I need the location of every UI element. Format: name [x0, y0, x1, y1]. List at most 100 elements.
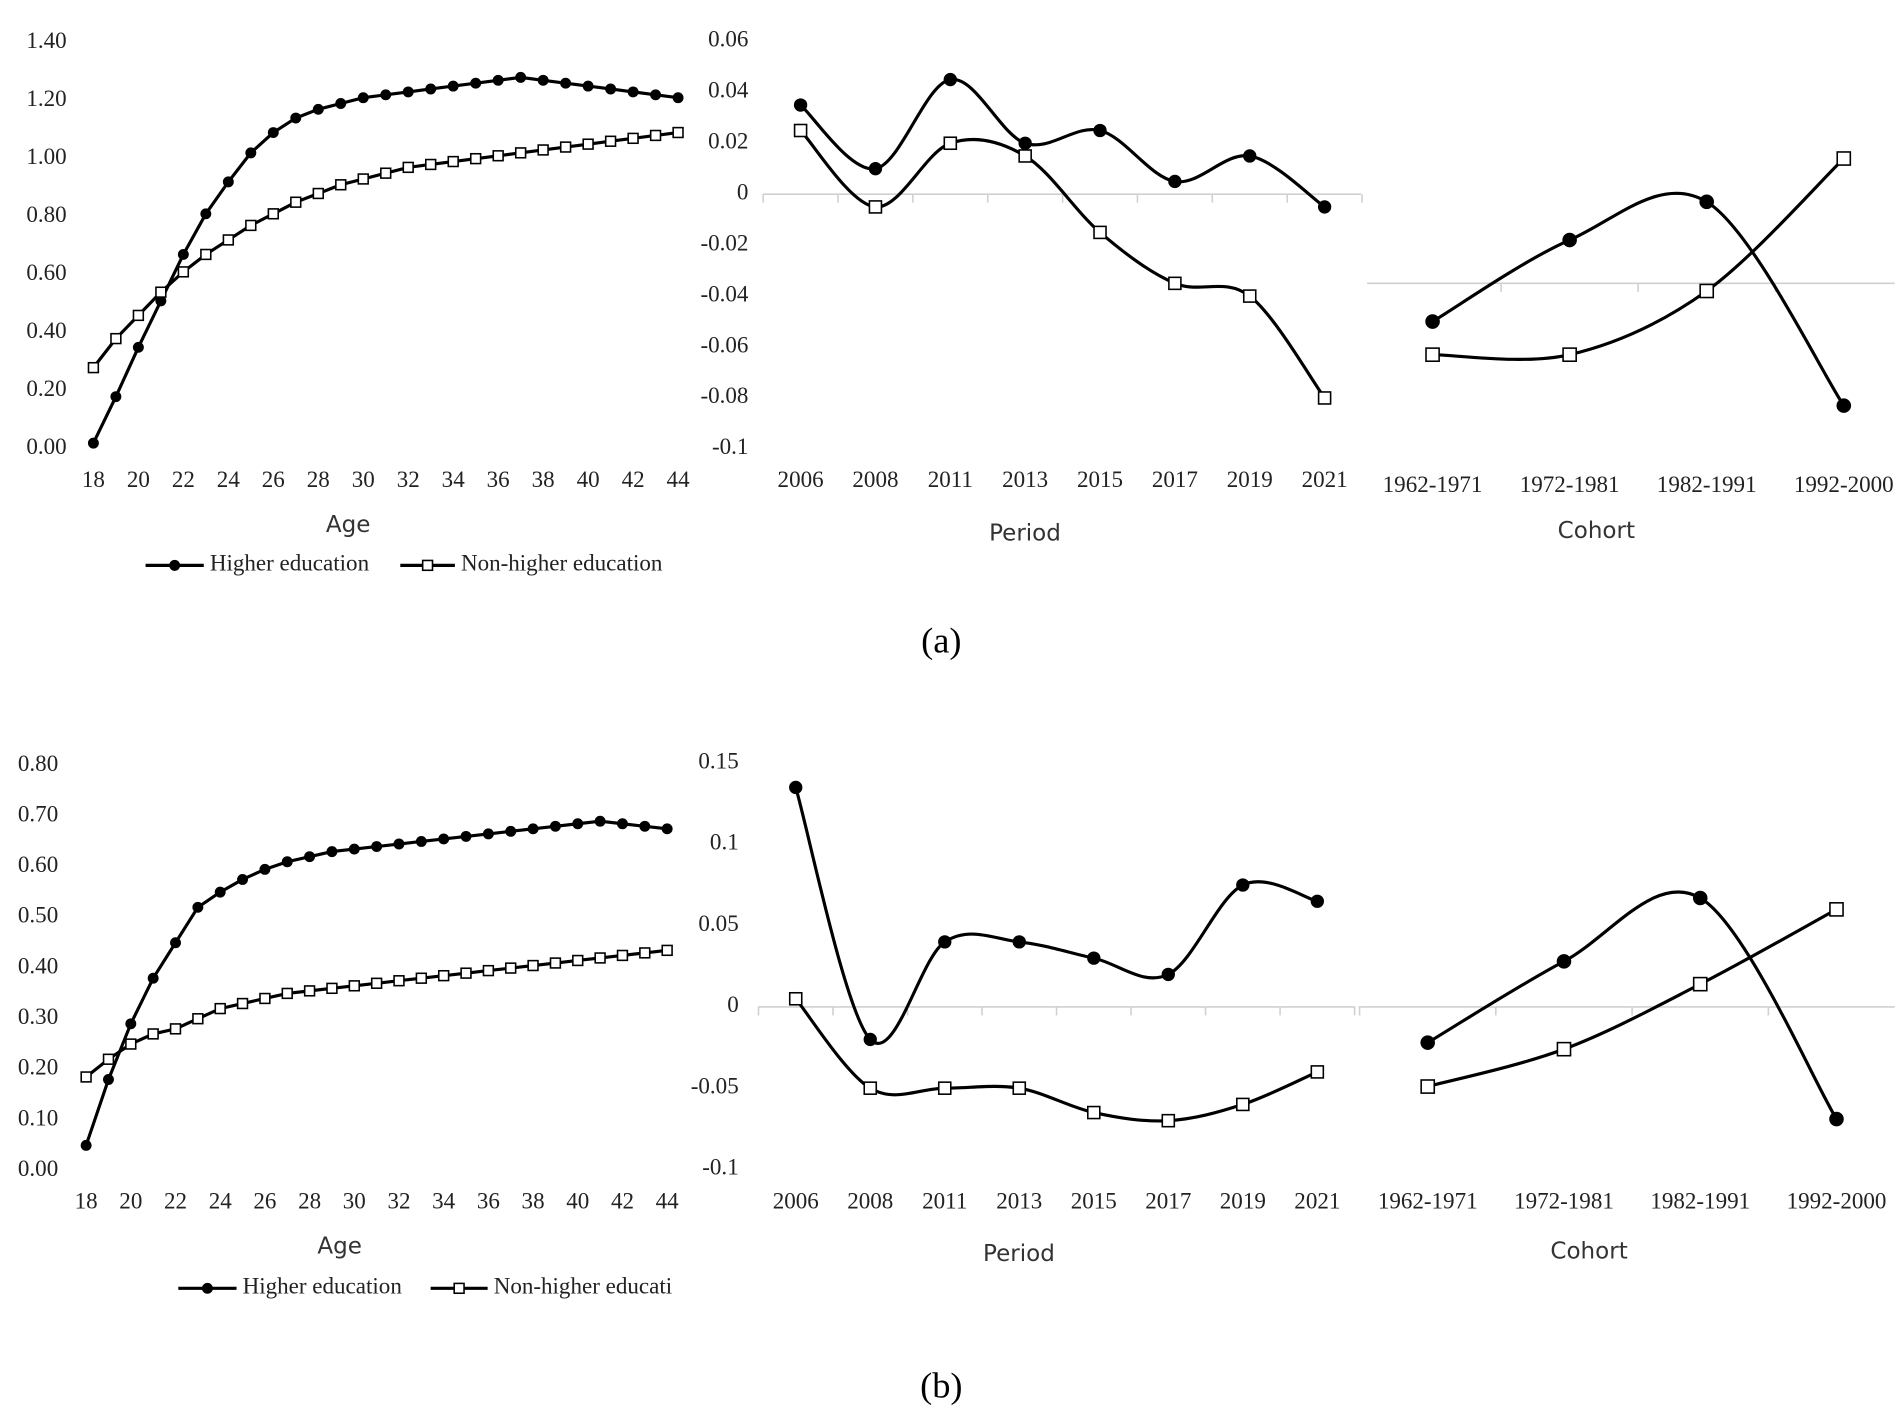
x-tick-label: 26: [262, 466, 285, 492]
x-tick-label: 1982-1991: [1650, 1188, 1750, 1214]
data-point: [1829, 1111, 1844, 1127]
data-point: [147, 1028, 159, 1040]
data-point: [492, 150, 504, 162]
data-point: [1699, 283, 1715, 299]
x-tick-label: 38: [522, 1188, 545, 1214]
legend-marker: [453, 1282, 465, 1295]
data-point: [200, 208, 212, 220]
series-line: [1432, 157, 1845, 361]
data-point: [594, 815, 606, 827]
legend-marker: [201, 1282, 213, 1294]
data-point: [1093, 123, 1107, 138]
x-tick-label: 2011: [928, 466, 973, 492]
data-point: [604, 135, 617, 147]
x-tick-label: 2019: [1220, 1188, 1266, 1214]
y-tick-label: 1.00: [26, 143, 66, 169]
data-point: [1425, 314, 1440, 329]
data-point: [1692, 890, 1708, 906]
y-tick-label: 0.60: [26, 259, 66, 285]
x-tick-label: 2021: [1302, 466, 1348, 492]
data-point: [616, 949, 629, 962]
y-tick-label: 1.20: [26, 85, 66, 111]
x-tick-label: 36: [477, 1188, 500, 1214]
data-point: [1556, 954, 1572, 969]
data-point: [1562, 232, 1577, 248]
x-tick-label: 44: [656, 1188, 680, 1214]
data-point: [326, 982, 338, 995]
data-point: [402, 161, 414, 174]
legend-marker: [421, 559, 434, 572]
data-point: [125, 1018, 137, 1030]
data-point: [460, 967, 472, 979]
data-point: [281, 987, 293, 1000]
x-tick-label: 2006: [773, 1188, 819, 1214]
data-point: [549, 820, 561, 832]
y-tick-label: -0.02: [700, 229, 748, 255]
x-tick-label: 28: [307, 466, 330, 492]
data-point: [87, 437, 99, 449]
x-tick-label: 44: [667, 466, 691, 492]
data-point: [1829, 902, 1844, 917]
data-point: [214, 886, 226, 898]
x-tick-label: 2015: [1077, 466, 1123, 492]
data-point: [103, 1074, 114, 1085]
data-point: [460, 830, 472, 842]
data-point: [348, 980, 360, 992]
data-point: [132, 309, 145, 322]
x-tick-label: 1992-2000: [1794, 471, 1894, 497]
series-line: [1426, 890, 1838, 1120]
y-tick-label: 0.1: [710, 829, 739, 855]
data-point: [560, 77, 572, 89]
y-tick-label: 0.40: [26, 317, 66, 343]
data-point: [1317, 391, 1332, 405]
data-point: [639, 947, 651, 959]
data-point: [514, 147, 527, 159]
data-point: [80, 1071, 92, 1083]
data-point: [425, 83, 437, 95]
data-point: [169, 1023, 182, 1035]
series-line: [794, 787, 1318, 1045]
data-point: [1168, 174, 1182, 189]
data-point: [222, 176, 234, 188]
x-tick-label: 30: [343, 1188, 366, 1214]
data-point: [335, 179, 347, 191]
data-point: [303, 985, 316, 997]
x-tick-label: 1982-1991: [1657, 471, 1757, 497]
data-point: [1161, 967, 1175, 982]
legend-label: Non-higher educati: [494, 1273, 672, 1299]
x-tick-label: 2013: [996, 1188, 1042, 1214]
series-line: [799, 77, 1326, 209]
data-point: [537, 144, 549, 156]
data-point: [380, 167, 392, 179]
data-point: [1310, 894, 1325, 908]
x-tick-label: 18: [82, 466, 105, 492]
data-point: [937, 1081, 952, 1095]
data-point: [259, 863, 271, 875]
data-point: [437, 969, 450, 982]
data-point: [312, 103, 324, 115]
data-point: [515, 71, 527, 83]
data-point: [147, 972, 159, 984]
data-point: [402, 86, 414, 98]
x-tick-label: 30: [352, 466, 375, 492]
data-point: [1556, 1041, 1572, 1057]
series-line: [1427, 907, 1838, 1089]
data-point: [155, 295, 167, 307]
x-tick-label: 32: [397, 466, 420, 492]
data-point: [549, 957, 562, 969]
data-point: [617, 818, 628, 830]
x-tick-label: 26: [253, 1188, 276, 1214]
data-point: [1425, 347, 1440, 363]
y-tick-label: -0.08: [700, 382, 748, 408]
data-point: [1012, 935, 1026, 949]
y-tick-label: 0.10: [18, 1104, 58, 1130]
legend-label: Non-higher education: [461, 550, 663, 576]
data-point: [222, 234, 235, 246]
data-point: [572, 954, 584, 967]
x-tick-label: 1962-1971: [1383, 471, 1483, 497]
x-tick-label: 40: [566, 1188, 589, 1214]
data-point: [110, 391, 122, 403]
data-point: [267, 127, 279, 138]
x-axis-title: Cohort: [1558, 518, 1635, 544]
data-point: [537, 74, 549, 86]
